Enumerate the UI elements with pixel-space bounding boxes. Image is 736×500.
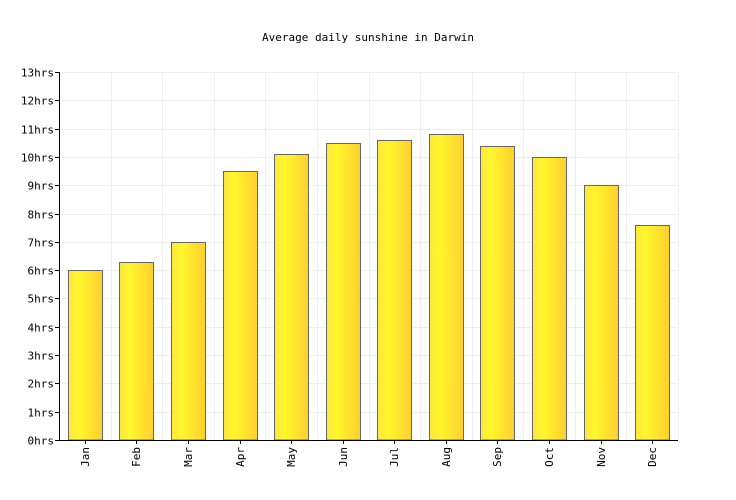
- y-tick-label: 13hrs: [21, 67, 54, 80]
- y-tick-label: 1hrs: [28, 407, 55, 420]
- y-tick-label: 10hrs: [21, 152, 54, 165]
- bar-may: [274, 154, 309, 441]
- bar-aug: [429, 134, 464, 441]
- bar-nov: [584, 185, 619, 441]
- x-tick-label: Apr: [234, 447, 247, 467]
- grid-lines: [59, 72, 679, 441]
- bar-apr: [223, 171, 258, 441]
- x-tick-label: Dec: [646, 447, 659, 467]
- y-tick-label: 8hrs: [28, 209, 55, 222]
- x-tick-label: Nov: [595, 447, 608, 467]
- x-tick-label: Aug: [440, 447, 453, 467]
- y-axis-ticks: 0hrs 1hrs 2hrs 3hrs 4hrs 5hrs 6hrs 7hrs 8hrs 9hrs…: [21, 67, 59, 448]
- y-tick-label: 9hrs: [28, 180, 55, 193]
- bar-jun: [326, 143, 361, 441]
- y-tick-label: 5hrs: [28, 293, 55, 306]
- y-tick-label: 7hrs: [28, 237, 55, 250]
- x-tick-label: Jul: [388, 447, 401, 467]
- bar-oct: [532, 157, 567, 441]
- bar-dec: [635, 225, 670, 441]
- bar-jul: [377, 140, 412, 441]
- chart-title: Average daily sunshine in Darwin: [262, 31, 474, 44]
- y-tick-label: 2hrs: [28, 378, 55, 391]
- bar-mar: [171, 242, 206, 441]
- y-tick-label: 11hrs: [21, 124, 54, 137]
- y-tick-label: 3hrs: [28, 350, 55, 363]
- x-tick-label: May: [285, 447, 298, 467]
- x-axis-ticks: Jan Feb Mar Apr May Jun Jul Aug Sep Oct Nov Dec: [79, 440, 659, 467]
- x-tick-label: Sep: [491, 447, 504, 467]
- y-tick-label: 0hrs: [28, 435, 55, 448]
- y-tick-label: 4hrs: [28, 322, 55, 335]
- bar-sep: [480, 146, 515, 441]
- x-tick-label: Feb: [130, 447, 143, 467]
- bar-jan: [68, 270, 103, 441]
- bars: [68, 134, 670, 441]
- bar-feb: [119, 262, 154, 441]
- x-tick-label: Jun: [337, 447, 350, 467]
- y-tick-label: 6hrs: [28, 265, 55, 278]
- y-tick-label: 12hrs: [21, 95, 54, 108]
- x-tick-label: Jan: [79, 447, 92, 467]
- x-tick-label: Mar: [182, 447, 195, 467]
- x-tick-label: Oct: [543, 447, 556, 467]
